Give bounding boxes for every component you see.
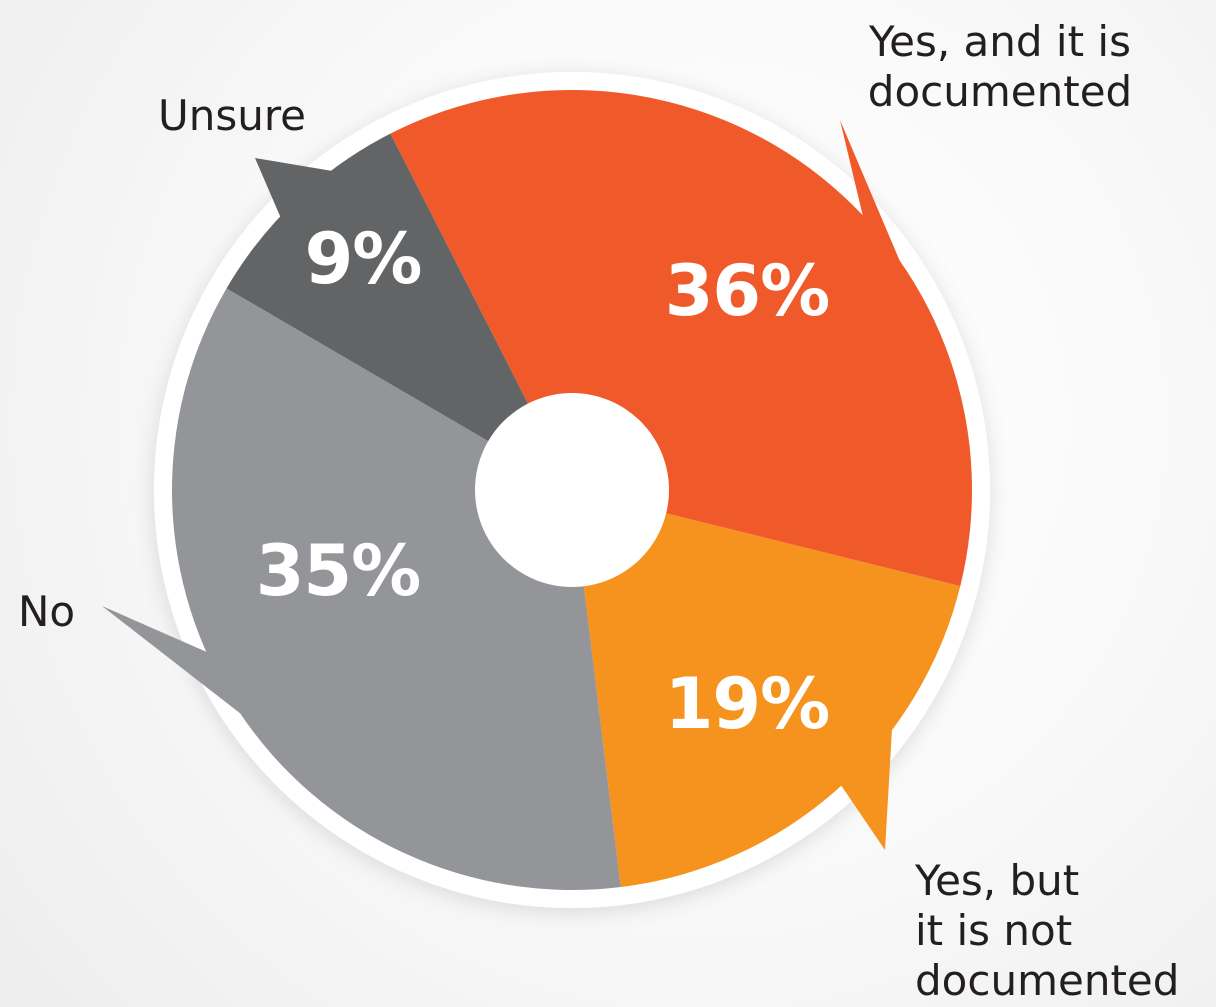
slice-callout-pointer bbox=[840, 120, 914, 294]
pie-slice bbox=[572, 490, 961, 888]
slice-value-label: 19% bbox=[665, 663, 830, 745]
slice-callout-pointer bbox=[102, 606, 257, 727]
category-label: No bbox=[18, 587, 75, 636]
category-label: Yes, and it is bbox=[868, 17, 1131, 66]
category-label: documented bbox=[915, 956, 1179, 1005]
pie-slice bbox=[226, 133, 573, 490]
chart-center-hole bbox=[475, 393, 669, 587]
category-label: documented bbox=[868, 67, 1132, 116]
slice-callout-pointer bbox=[837, 719, 893, 850]
category-label: Unsure bbox=[158, 91, 306, 140]
pie-slice bbox=[172, 288, 621, 891]
pie-slice bbox=[390, 90, 972, 587]
category-label: it is not bbox=[915, 906, 1072, 955]
slice-value-label: 35% bbox=[256, 530, 421, 612]
slice-callout-pointer bbox=[255, 158, 340, 223]
category-label: Yes, but bbox=[914, 856, 1079, 905]
slice-value-label: 36% bbox=[665, 250, 830, 332]
slice-value-label: 9% bbox=[305, 218, 422, 300]
